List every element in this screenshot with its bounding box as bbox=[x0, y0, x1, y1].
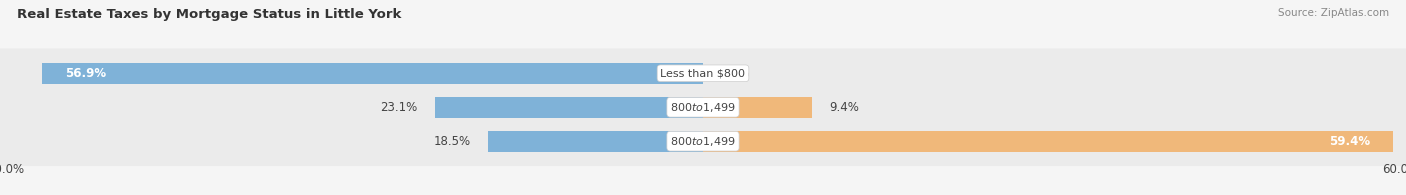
Text: $800 to $1,499: $800 to $1,499 bbox=[671, 101, 735, 114]
Text: 23.1%: 23.1% bbox=[380, 101, 418, 114]
Text: Real Estate Taxes by Mortgage Status in Little York: Real Estate Taxes by Mortgage Status in … bbox=[17, 8, 401, 21]
FancyBboxPatch shape bbox=[0, 49, 1406, 98]
Text: $800 to $1,499: $800 to $1,499 bbox=[671, 135, 735, 148]
Bar bbox=[434, 97, 703, 118]
Text: 0.0%: 0.0% bbox=[720, 67, 749, 80]
FancyBboxPatch shape bbox=[0, 116, 1406, 166]
FancyBboxPatch shape bbox=[0, 82, 1406, 132]
Bar bbox=[42, 63, 703, 84]
Text: Less than $800: Less than $800 bbox=[661, 68, 745, 78]
Text: 18.5%: 18.5% bbox=[433, 135, 471, 148]
Bar bbox=[703, 97, 813, 118]
Bar bbox=[703, 131, 1393, 152]
Text: 56.9%: 56.9% bbox=[65, 67, 107, 80]
Text: 9.4%: 9.4% bbox=[830, 101, 859, 114]
Text: 59.4%: 59.4% bbox=[1329, 135, 1369, 148]
Text: Source: ZipAtlas.com: Source: ZipAtlas.com bbox=[1278, 8, 1389, 18]
Bar bbox=[488, 131, 703, 152]
